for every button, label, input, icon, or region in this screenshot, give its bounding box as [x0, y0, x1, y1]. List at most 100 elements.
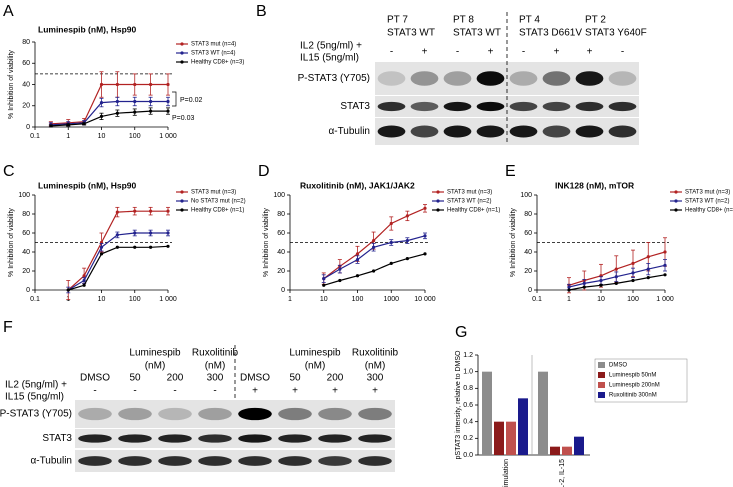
band [198, 456, 232, 466]
data-point [372, 269, 376, 273]
legend-marker [436, 190, 440, 194]
y-tick-label: 60 [22, 230, 30, 237]
data-point [99, 100, 104, 105]
data-point [355, 274, 360, 278]
treatment-sign: - [213, 386, 216, 397]
band [443, 125, 472, 138]
data-point [149, 109, 153, 113]
y-tick-label: 1.0 [463, 369, 473, 376]
data-point [99, 245, 104, 249]
x-tick-label: 1 [288, 296, 292, 303]
drug-header: Ruxolitinib [352, 348, 399, 359]
legend-label: No STAT3 mut (n=2) [191, 199, 246, 205]
legend-label: STAT3 mut (n=3) [685, 190, 730, 196]
treatment-label: IL15 (5ng/ml) [300, 53, 359, 64]
sample-header: PT 8 [453, 15, 474, 26]
dose-label: 200 [327, 373, 344, 384]
y-axis-label: % Inhibition of viability [8, 50, 15, 119]
legend-marker [674, 208, 678, 212]
data-point [614, 281, 618, 285]
bar [506, 421, 516, 455]
data-point [631, 271, 635, 275]
band [358, 434, 392, 443]
sample-header: PT 2 [585, 15, 606, 26]
band [238, 456, 272, 466]
band [608, 125, 637, 138]
data-point [646, 267, 650, 271]
y-axis-label: pSTAT3 intensity, relative to DMSO [455, 350, 462, 459]
y-tick-label: 0 [528, 287, 532, 294]
annotation: P=0.02 [180, 97, 202, 104]
treatment-sign: - [133, 386, 136, 397]
x-tick-label: 10 [98, 296, 106, 303]
legend-label: Luminespib 50nM [609, 373, 656, 379]
treatment-label: IL2 (5ng/ml) + [300, 41, 362, 52]
row-label: α-Tubulin [328, 126, 370, 137]
dose-label: 50 [289, 373, 301, 384]
data-point [82, 278, 86, 283]
sample-header: STAT3 D661V [519, 28, 582, 39]
data-point [99, 252, 104, 256]
x-tick-label: 100 [129, 133, 141, 140]
dose-label: 300 [207, 373, 224, 384]
data-point [599, 283, 603, 287]
data-point [631, 278, 635, 283]
legend-marker [180, 51, 184, 55]
y-tick-label: 80 [22, 39, 30, 46]
data-point [82, 122, 86, 126]
series-line [50, 110, 168, 127]
band [158, 434, 192, 443]
y-tick-label: 40 [22, 249, 30, 256]
y-tick-label: 0.2 [463, 435, 473, 442]
band [358, 407, 392, 421]
data-point [133, 82, 137, 87]
legend-label: STAT3 mut (n=4) [191, 42, 236, 48]
row-label: P-STAT3 (Y705) [298, 73, 370, 84]
x-tick-label: 100 [352, 296, 364, 303]
data-point [149, 99, 153, 104]
legend-label: Luminespib 200nM [609, 383, 660, 389]
data-point [567, 285, 571, 289]
legend-marker [436, 199, 440, 203]
data-point [49, 124, 53, 128]
band [476, 101, 505, 112]
y-axis-label: % Inhibition of viability [8, 208, 15, 277]
data-point [663, 273, 667, 277]
band [158, 407, 192, 421]
band [318, 407, 352, 421]
drug-header: Luminespib [129, 348, 181, 359]
band [318, 434, 352, 443]
data-point [99, 82, 104, 87]
data-point [355, 252, 360, 256]
data-point [599, 278, 603, 283]
legend-box [594, 358, 688, 403]
x-tick-label: 10 [597, 296, 605, 303]
y-axis-label: % Inhibition of viability [263, 208, 270, 277]
legend-marker [180, 199, 184, 203]
band [78, 407, 112, 421]
legend-label: STAT3 WT (n=2) [685, 199, 730, 205]
data-point [99, 114, 104, 118]
treatment-sign: - [93, 386, 96, 397]
y-tick-label: 80 [22, 211, 30, 218]
dose-label: 300 [367, 373, 384, 384]
treatment-sign: - [456, 47, 459, 58]
data-point [166, 231, 170, 235]
data-point [82, 283, 86, 287]
row-label: α-Tubulin [30, 456, 72, 467]
bar [562, 446, 572, 455]
data-point [355, 258, 360, 262]
treatment-sign: - [621, 47, 624, 58]
data-point [614, 275, 618, 279]
y-tick-label: 60 [277, 230, 285, 237]
band [542, 71, 571, 86]
x-tick-label: 1 000 [159, 296, 177, 303]
y-tick-label: 40 [277, 249, 285, 256]
data-point [115, 233, 119, 237]
drug-header: (nM) [145, 361, 166, 372]
data-point [149, 82, 153, 87]
drug-header: (nM) [205, 361, 226, 372]
band [575, 71, 604, 86]
x-tick-label: 10 [320, 296, 328, 303]
